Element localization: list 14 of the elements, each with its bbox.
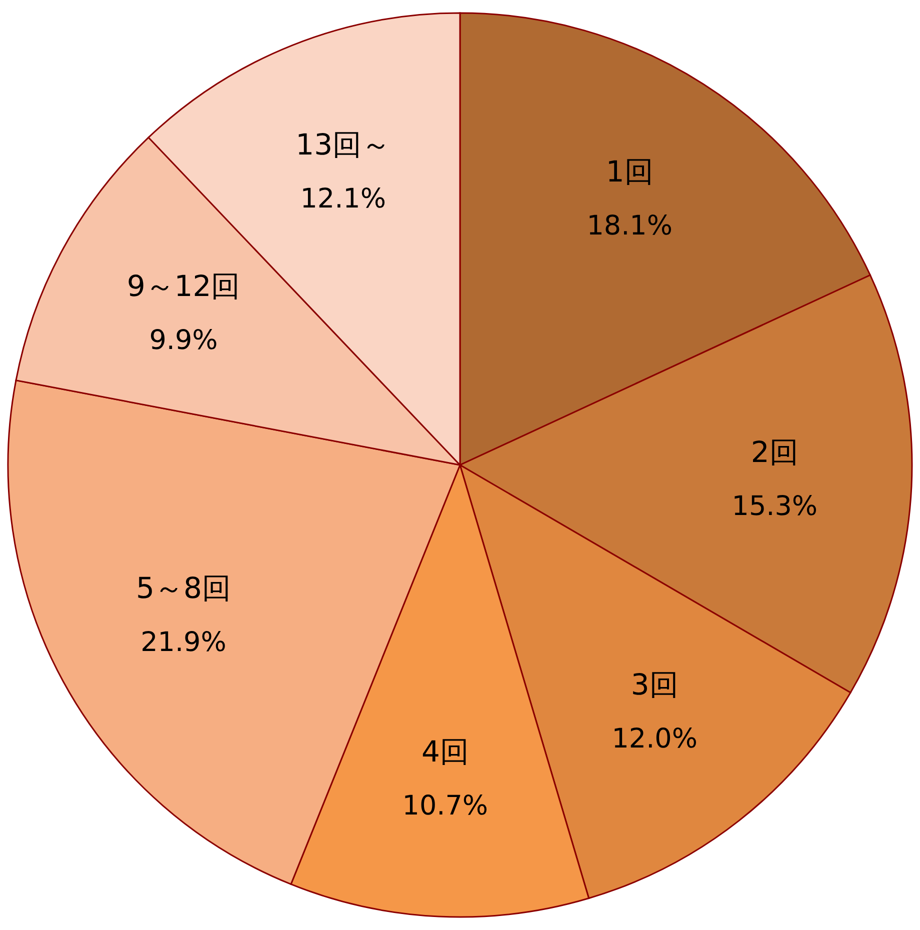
data-label: 18.1% bbox=[586, 210, 673, 242]
data-label: 10.7% bbox=[402, 790, 488, 822]
data-label: 21.9% bbox=[140, 626, 226, 658]
slice-label: 9～12回 bbox=[126, 269, 240, 304]
slice-label: 4回 bbox=[421, 734, 469, 769]
data-label: 9.9% bbox=[149, 325, 218, 356]
slice-label: 3回 bbox=[630, 668, 678, 702]
data-label: 12.0% bbox=[612, 724, 698, 755]
slice-label: 2回 bbox=[750, 434, 798, 469]
data-label: 15.3% bbox=[732, 490, 818, 522]
slice-label: 5～8回 bbox=[136, 570, 231, 605]
slice-label: 1回 bbox=[606, 154, 654, 189]
slice-label: 13回～ bbox=[296, 127, 391, 162]
data-label: 12.1% bbox=[300, 183, 386, 214]
